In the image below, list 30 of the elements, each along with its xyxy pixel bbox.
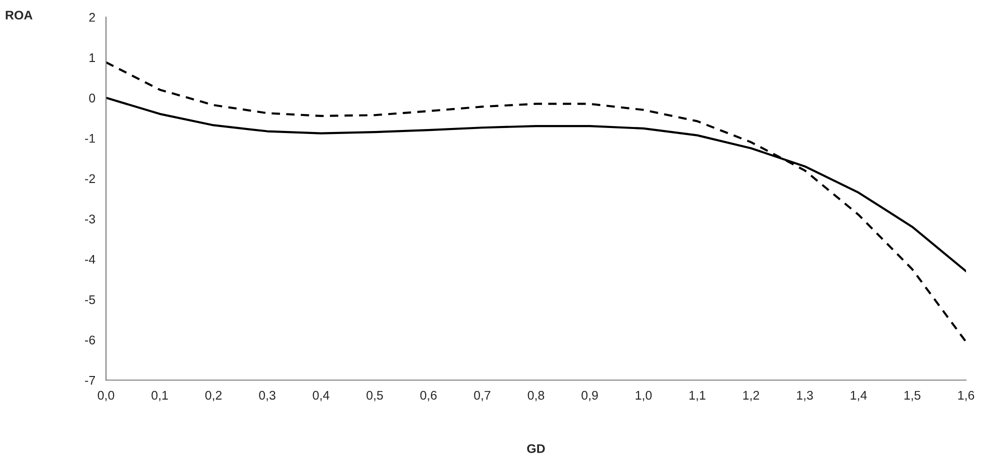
y-tick-label: -3	[85, 214, 96, 224]
x-tick-label: 1,5	[904, 391, 920, 402]
x-tick-label: 0,2	[205, 390, 222, 402]
x-tick-label: 0,0	[98, 390, 114, 402]
y-tick-label: 2	[89, 12, 95, 22]
x-tick-label: 1,1	[690, 391, 706, 402]
y-tick-label: 0	[89, 94, 96, 102]
y-tick-label: -1	[85, 134, 95, 143]
line-series	[106, 61, 966, 343]
x-tick-label: 0,8	[528, 390, 544, 402]
x-tick-label: 1,4	[850, 391, 867, 402]
x-tick-label: 0,3	[259, 390, 276, 402]
y-tick-label: -2	[85, 174, 95, 183]
x-tick-label: 0,7	[474, 390, 490, 402]
x-tick-label: 1,3	[797, 390, 813, 402]
y-tick-label: -6	[85, 336, 96, 344]
y-axis-title: ROA	[6, 10, 32, 20]
x-axis-title: GD	[527, 444, 545, 454]
x-tick-label: 0,6	[420, 390, 437, 402]
x-tick-label: 0,9	[582, 390, 598, 402]
x-tick-label: 1,2	[743, 390, 760, 402]
x-tick-label: 1,0	[636, 390, 652, 402]
y-tick-label: 1	[90, 53, 95, 62]
y-tick-label: -4	[85, 255, 96, 264]
x-tick-label: 0,1	[152, 390, 168, 402]
y-tick-label: -7	[85, 376, 95, 385]
x-tick-label: 1,6	[958, 390, 974, 402]
y-tick-label: -5	[85, 295, 96, 304]
x-tick-label: 0,5	[366, 390, 383, 402]
x-tick-label: 0,4	[312, 390, 330, 402]
